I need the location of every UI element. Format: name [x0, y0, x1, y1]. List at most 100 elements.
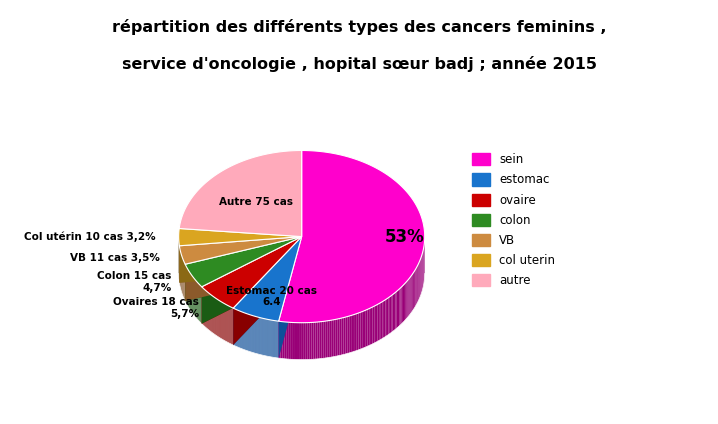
- Polygon shape: [286, 322, 289, 359]
- Text: service d'oncologie , hopital sœur badj ; année 2015: service d'oncologie , hopital sœur badj …: [121, 56, 597, 72]
- Polygon shape: [368, 309, 369, 346]
- Text: répartition des différents types des cancers feminins ,: répartition des différents types des can…: [112, 19, 606, 35]
- Polygon shape: [415, 269, 416, 307]
- Polygon shape: [376, 304, 378, 342]
- Polygon shape: [179, 229, 302, 246]
- Polygon shape: [393, 293, 394, 332]
- Legend: sein, estomac, ovaire, colon, VB, col uterin, autre: sein, estomac, ovaire, colon, VB, col ut…: [467, 148, 560, 292]
- Polygon shape: [293, 323, 295, 360]
- Polygon shape: [381, 301, 383, 340]
- Polygon shape: [364, 310, 365, 348]
- Polygon shape: [330, 320, 332, 357]
- Polygon shape: [399, 288, 401, 326]
- Polygon shape: [326, 321, 327, 358]
- Polygon shape: [365, 310, 368, 347]
- Polygon shape: [383, 301, 384, 338]
- Polygon shape: [378, 304, 379, 341]
- Polygon shape: [180, 237, 302, 283]
- Polygon shape: [185, 237, 302, 301]
- Polygon shape: [279, 237, 302, 358]
- Polygon shape: [387, 298, 388, 336]
- Polygon shape: [390, 296, 391, 334]
- Polygon shape: [317, 322, 320, 359]
- Text: 53%: 53%: [384, 228, 424, 245]
- Polygon shape: [202, 237, 302, 308]
- Polygon shape: [360, 312, 362, 349]
- Polygon shape: [386, 299, 387, 337]
- Polygon shape: [279, 151, 425, 323]
- Polygon shape: [337, 318, 340, 356]
- Polygon shape: [362, 311, 364, 349]
- Text: Autre 75 cas: Autre 75 cas: [219, 197, 293, 206]
- Polygon shape: [336, 319, 337, 356]
- Polygon shape: [324, 321, 326, 358]
- Polygon shape: [322, 321, 324, 359]
- Polygon shape: [295, 323, 297, 360]
- Polygon shape: [405, 282, 406, 320]
- Polygon shape: [379, 303, 381, 340]
- Polygon shape: [299, 323, 301, 360]
- Polygon shape: [371, 307, 373, 345]
- Polygon shape: [185, 237, 302, 287]
- Polygon shape: [281, 321, 283, 359]
- Polygon shape: [404, 283, 405, 321]
- Polygon shape: [388, 297, 390, 335]
- Polygon shape: [332, 320, 334, 357]
- Polygon shape: [396, 291, 397, 329]
- Text: Estomac 20 cas
6.4: Estomac 20 cas 6.4: [225, 286, 317, 307]
- Polygon shape: [401, 286, 403, 324]
- Polygon shape: [391, 295, 393, 332]
- Polygon shape: [369, 308, 371, 346]
- Polygon shape: [394, 293, 396, 330]
- Text: Col utérin 10 cas 3,2%: Col utérin 10 cas 3,2%: [24, 232, 156, 243]
- Text: Ovaires 18 cas
5,7%: Ovaires 18 cas 5,7%: [113, 297, 199, 318]
- Polygon shape: [320, 321, 322, 359]
- Polygon shape: [279, 321, 281, 358]
- Polygon shape: [398, 289, 399, 327]
- Polygon shape: [351, 315, 353, 352]
- Polygon shape: [303, 323, 305, 360]
- Polygon shape: [397, 290, 398, 328]
- Polygon shape: [233, 237, 302, 345]
- Polygon shape: [301, 323, 303, 360]
- Polygon shape: [334, 319, 336, 357]
- Polygon shape: [411, 274, 412, 312]
- Polygon shape: [384, 300, 386, 338]
- Polygon shape: [312, 322, 314, 360]
- Polygon shape: [180, 237, 302, 283]
- Polygon shape: [291, 322, 293, 360]
- Polygon shape: [233, 237, 302, 321]
- Polygon shape: [309, 323, 312, 360]
- Polygon shape: [314, 322, 315, 359]
- Polygon shape: [345, 317, 348, 354]
- Polygon shape: [409, 277, 411, 315]
- Polygon shape: [307, 323, 309, 360]
- Polygon shape: [202, 237, 302, 324]
- Polygon shape: [327, 321, 330, 358]
- Polygon shape: [353, 314, 355, 352]
- Polygon shape: [283, 322, 285, 359]
- Polygon shape: [407, 279, 409, 318]
- Polygon shape: [349, 315, 351, 353]
- Polygon shape: [406, 281, 407, 319]
- Polygon shape: [180, 237, 302, 264]
- Polygon shape: [180, 151, 302, 237]
- Polygon shape: [289, 322, 291, 359]
- Text: Colon 15 cas
4,7%: Colon 15 cas 4,7%: [98, 271, 172, 293]
- Polygon shape: [358, 312, 360, 350]
- Polygon shape: [315, 322, 317, 359]
- Polygon shape: [416, 266, 417, 305]
- Polygon shape: [355, 314, 357, 351]
- Polygon shape: [348, 316, 349, 354]
- Polygon shape: [285, 322, 286, 359]
- Polygon shape: [233, 237, 302, 345]
- Polygon shape: [414, 271, 415, 309]
- Polygon shape: [340, 318, 342, 355]
- Polygon shape: [297, 323, 299, 360]
- Polygon shape: [343, 317, 345, 354]
- Polygon shape: [413, 272, 414, 310]
- Polygon shape: [202, 237, 302, 324]
- Polygon shape: [403, 285, 404, 323]
- Text: VB 11 cas 3,5%: VB 11 cas 3,5%: [70, 253, 159, 263]
- Polygon shape: [185, 237, 302, 301]
